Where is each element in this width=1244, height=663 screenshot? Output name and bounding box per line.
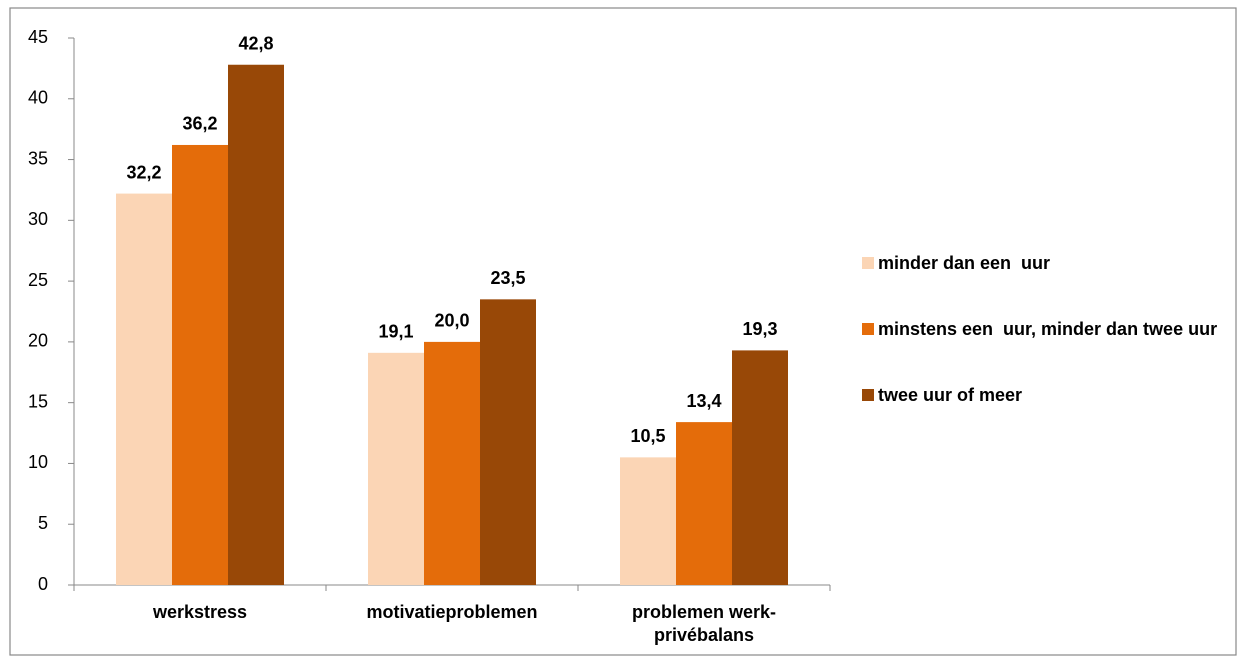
bar: [228, 64, 284, 585]
data-label: 10,5: [630, 426, 665, 446]
data-label: 20,0: [434, 311, 469, 331]
legend-swatch: [862, 323, 874, 335]
y-tick-label: 35: [28, 148, 48, 168]
bar: [620, 457, 676, 585]
bar: [424, 341, 480, 585]
bar: [732, 350, 788, 585]
x-tick-label: motivatieproblemen: [366, 602, 538, 622]
bar: [676, 422, 732, 585]
bar: [116, 193, 172, 585]
bar: [480, 299, 536, 585]
data-label: 36,2: [182, 114, 217, 134]
y-tick-label: 15: [28, 391, 48, 411]
y-tick-label: 10: [28, 452, 48, 472]
y-tick-label: 45: [28, 27, 48, 47]
legend-label: minder dan een uur: [878, 253, 1051, 273]
legend-swatch: [862, 257, 874, 269]
data-label: 19,1: [378, 322, 413, 342]
x-tick-label: werkstress: [152, 602, 248, 622]
legend-swatch: [862, 389, 874, 401]
y-tick-label: 40: [28, 88, 48, 108]
data-label: 32,2: [126, 162, 161, 182]
data-label: 13,4: [686, 391, 721, 411]
data-label: 42,8: [238, 33, 273, 53]
x-tick-label: problemen werk-privébalans: [631, 602, 777, 645]
y-tick-label: 20: [28, 331, 48, 351]
data-label: 23,5: [490, 268, 525, 288]
y-tick-label: 25: [28, 270, 48, 290]
bar: [172, 144, 228, 586]
legend-label: twee uur of meer: [878, 385, 1023, 405]
y-tick-label: 5: [38, 513, 48, 533]
y-tick-label: 0: [38, 574, 48, 594]
y-tick-label: 30: [28, 209, 48, 229]
data-label: 19,3: [742, 319, 777, 339]
bar: [368, 352, 424, 585]
legend-label: minstens een uur, minder dan twee uur: [878, 319, 1218, 339]
